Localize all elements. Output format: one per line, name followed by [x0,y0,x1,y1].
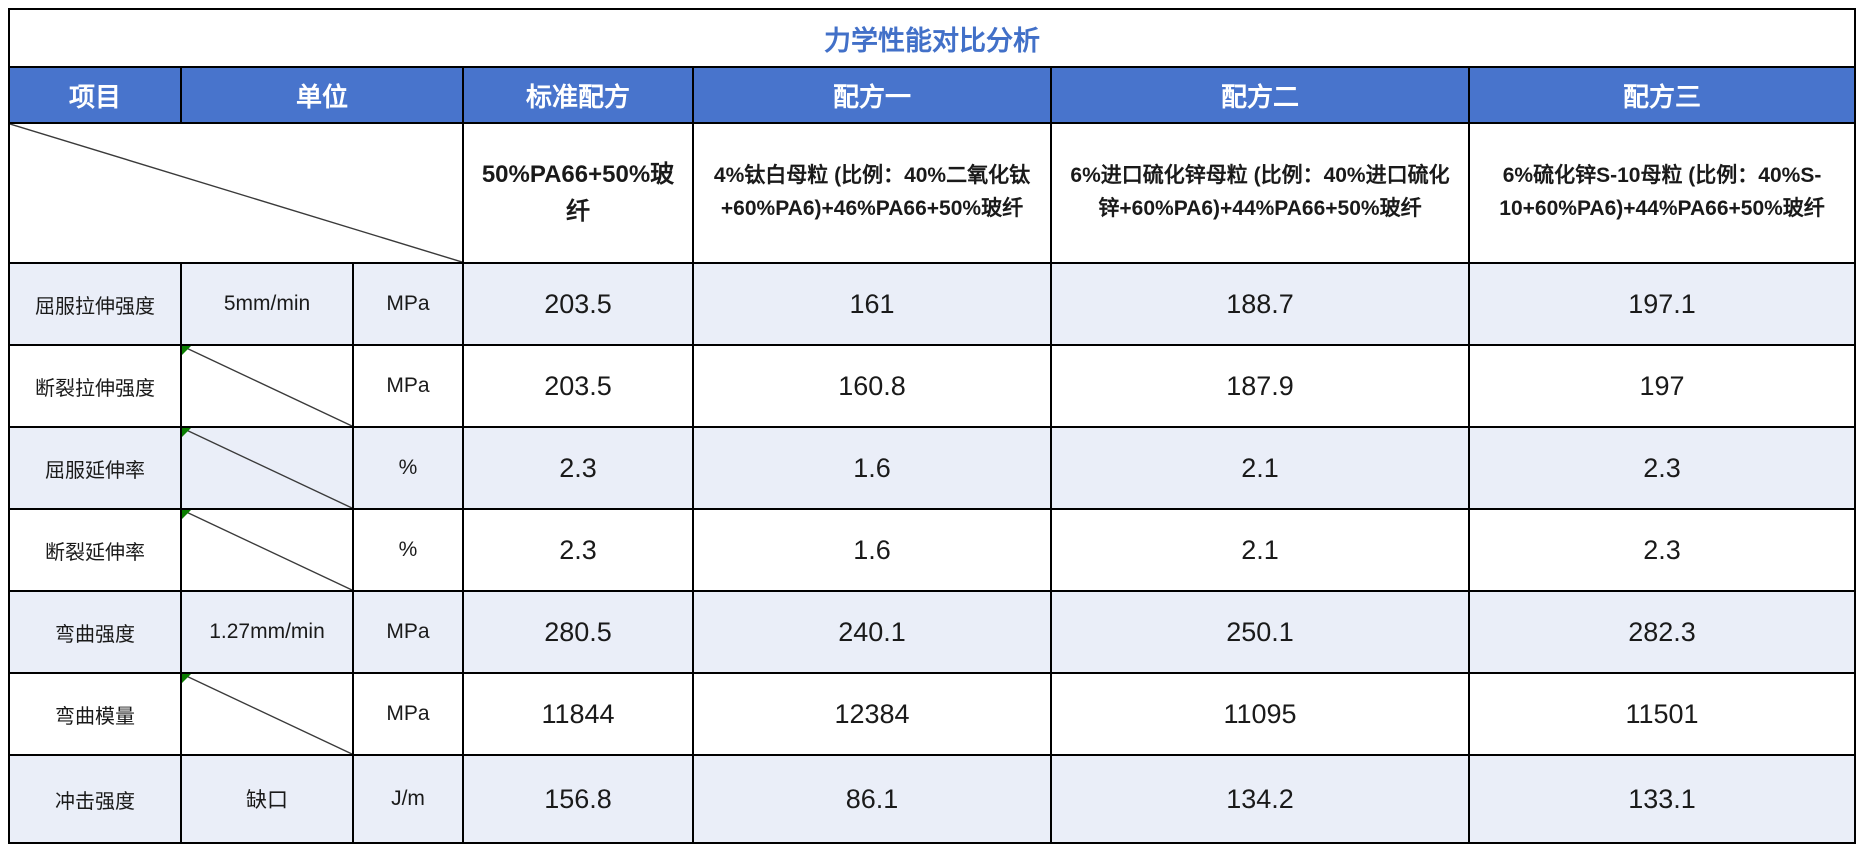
condition-cell [180,508,354,592]
column-header-item: 项目 [8,66,182,124]
value-cell-formula-2: 11095 [1050,672,1470,756]
value-cell-formula-3: 2.3 [1467,508,1857,592]
table-row: 弯曲强度 1.27mm/min MPa 280.5 240.1 250.1 28… [8,590,1857,674]
row-label: 弯曲模量 [8,672,182,756]
column-header-formula-2: 配方二 [1050,66,1470,124]
table-row: 弯曲模量 MPa 11844 12384 11095 11501 [8,672,1857,756]
value-cell-formula-2: 134.2 [1050,754,1470,844]
column-header-formula-3: 配方三 [1467,66,1857,124]
row-label: 弯曲强度 [8,590,182,674]
diagonal-slash [182,428,352,508]
diagonal-slash [182,510,352,590]
value-cell-formula-1: 1.6 [692,508,1052,592]
condition-cell: 缺口 [180,754,354,844]
table-row: 冲击强度 缺口 J/m 156.8 86.1 134.2 133.1 [8,754,1857,844]
value-cell-formula-1: 160.8 [692,344,1052,428]
value-cell-formula-1: 12384 [692,672,1052,756]
unit-cell: MPa [352,672,464,756]
value-cell-standard: 156.8 [462,754,694,844]
value-cell-formula-3: 282.3 [1467,590,1857,674]
description-formula-2: 6%进口硫化锌母粒 (比例：40%进口硫化锌+60%PA6)+44%PA66+5… [1050,122,1470,264]
value-cell-formula-2: 2.1 [1050,426,1470,510]
value-cell-formula-2: 250.1 [1050,590,1470,674]
value-cell-formula-3: 11501 [1467,672,1857,756]
value-cell-formula-1: 240.1 [692,590,1052,674]
column-header-formula-1: 配方一 [692,66,1052,124]
value-cell-standard: 203.5 [462,262,694,346]
cell-flag-triangle [183,429,191,437]
description-standard: 50%PA66+50%玻纤 [462,122,694,264]
unit-cell: MPa [352,344,464,428]
value-cell-formula-2: 188.7 [1050,262,1470,346]
unit-cell: % [352,508,464,592]
unit-cell: J/m [352,754,464,844]
value-cell-standard: 11844 [462,672,694,756]
value-cell-formula-3: 197 [1467,344,1857,428]
description-formula-1: 4%钛白母粒 (比例：40%二氧化钛+60%PA6)+46%PA66+50%玻纤 [692,122,1052,264]
mechanical-performance-table: 力学性能对比分析 项目 单位 标准配方 配方一 配方二 配方三 50%PA66+… [7,8,1857,844]
cell-flag-triangle [183,347,191,355]
unit-cell: MPa [352,262,464,346]
value-cell-formula-2: 187.9 [1050,344,1470,428]
formula-description-row: 50%PA66+50%玻纤 4%钛白母粒 (比例：40%二氧化钛+60%PA6)… [8,122,1857,264]
table-row: 屈服延伸率 % 2.3 1.6 2.1 2.3 [8,426,1857,510]
diagonal-slash [182,346,352,426]
value-cell-formula-1: 86.1 [692,754,1052,844]
value-cell-formula-1: 1.6 [692,426,1052,510]
cell-flag-triangle [183,511,191,519]
unit-cell: % [352,426,464,510]
value-cell-standard: 203.5 [462,344,694,428]
value-cell-standard: 2.3 [462,508,694,592]
condition-cell [180,672,354,756]
condition-cell: 1.27mm/min [180,590,354,674]
value-cell-standard: 280.5 [462,590,694,674]
value-cell-standard: 2.3 [462,426,694,510]
column-header-standard: 标准配方 [462,66,694,124]
row-label: 屈服拉伸强度 [8,262,182,346]
value-cell-formula-1: 161 [692,262,1052,346]
row-label: 断裂延伸率 [8,508,182,592]
table-header-row: 项目 单位 标准配方 配方一 配方二 配方三 [8,66,1857,124]
value-cell-formula-2: 2.1 [1050,508,1470,592]
table-row: 断裂拉伸强度 MPa 203.5 160.8 187.9 197 [8,344,1857,428]
value-cell-formula-3: 197.1 [1467,262,1857,346]
cell-flag-triangle [183,675,191,683]
page-title: 力学性能对比分析 [7,8,1857,68]
diagonal-slash [182,674,352,754]
row-label: 冲击强度 [8,754,182,844]
table-row: 屈服拉伸强度 5mm/min MPa 203.5 161 188.7 197.1 [8,262,1857,346]
diagonal-slash [10,124,462,262]
condition-cell [180,426,354,510]
condition-cell [180,344,354,428]
value-cell-formula-3: 133.1 [1467,754,1857,844]
description-formula-3: 6%硫化锌S-10母粒 (比例：40%S-10+60%PA6)+44%PA66+… [1467,122,1857,264]
column-header-unit: 单位 [180,66,464,124]
unit-cell: MPa [352,590,464,674]
value-cell-formula-3: 2.3 [1467,426,1857,510]
table-title-row: 力学性能对比分析 [7,8,1857,68]
diagonal-header-cell [8,122,464,264]
row-label: 断裂拉伸强度 [8,344,182,428]
row-label: 屈服延伸率 [8,426,182,510]
table-row: 断裂延伸率 % 2.3 1.6 2.1 2.3 [8,508,1857,592]
condition-cell: 5mm/min [180,262,354,346]
